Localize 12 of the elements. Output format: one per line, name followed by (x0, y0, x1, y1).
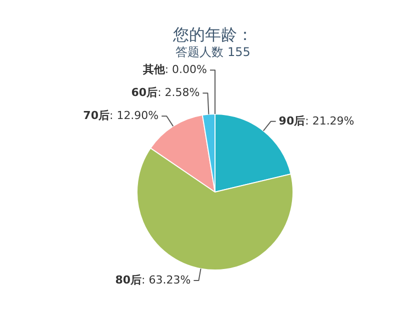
text: : 0.00% (164, 62, 208, 76)
data-label: : 21.29% (305, 114, 354, 128)
data-label: : 63.23% (142, 273, 191, 286)
slice-label: 80后 (115, 273, 142, 286)
category-label: 其他 (142, 62, 165, 76)
data-label: : 12.90% (109, 108, 159, 122)
slice-label: 90后 (278, 114, 306, 128)
slice-label: 70后 (83, 108, 110, 122)
data-label: : 2.58% (158, 86, 200, 99)
chart-title: 您的年龄： (172, 25, 253, 44)
chart-subtitle: 答题人数 155 (176, 45, 250, 60)
slice-label: 60后 (131, 86, 158, 99)
